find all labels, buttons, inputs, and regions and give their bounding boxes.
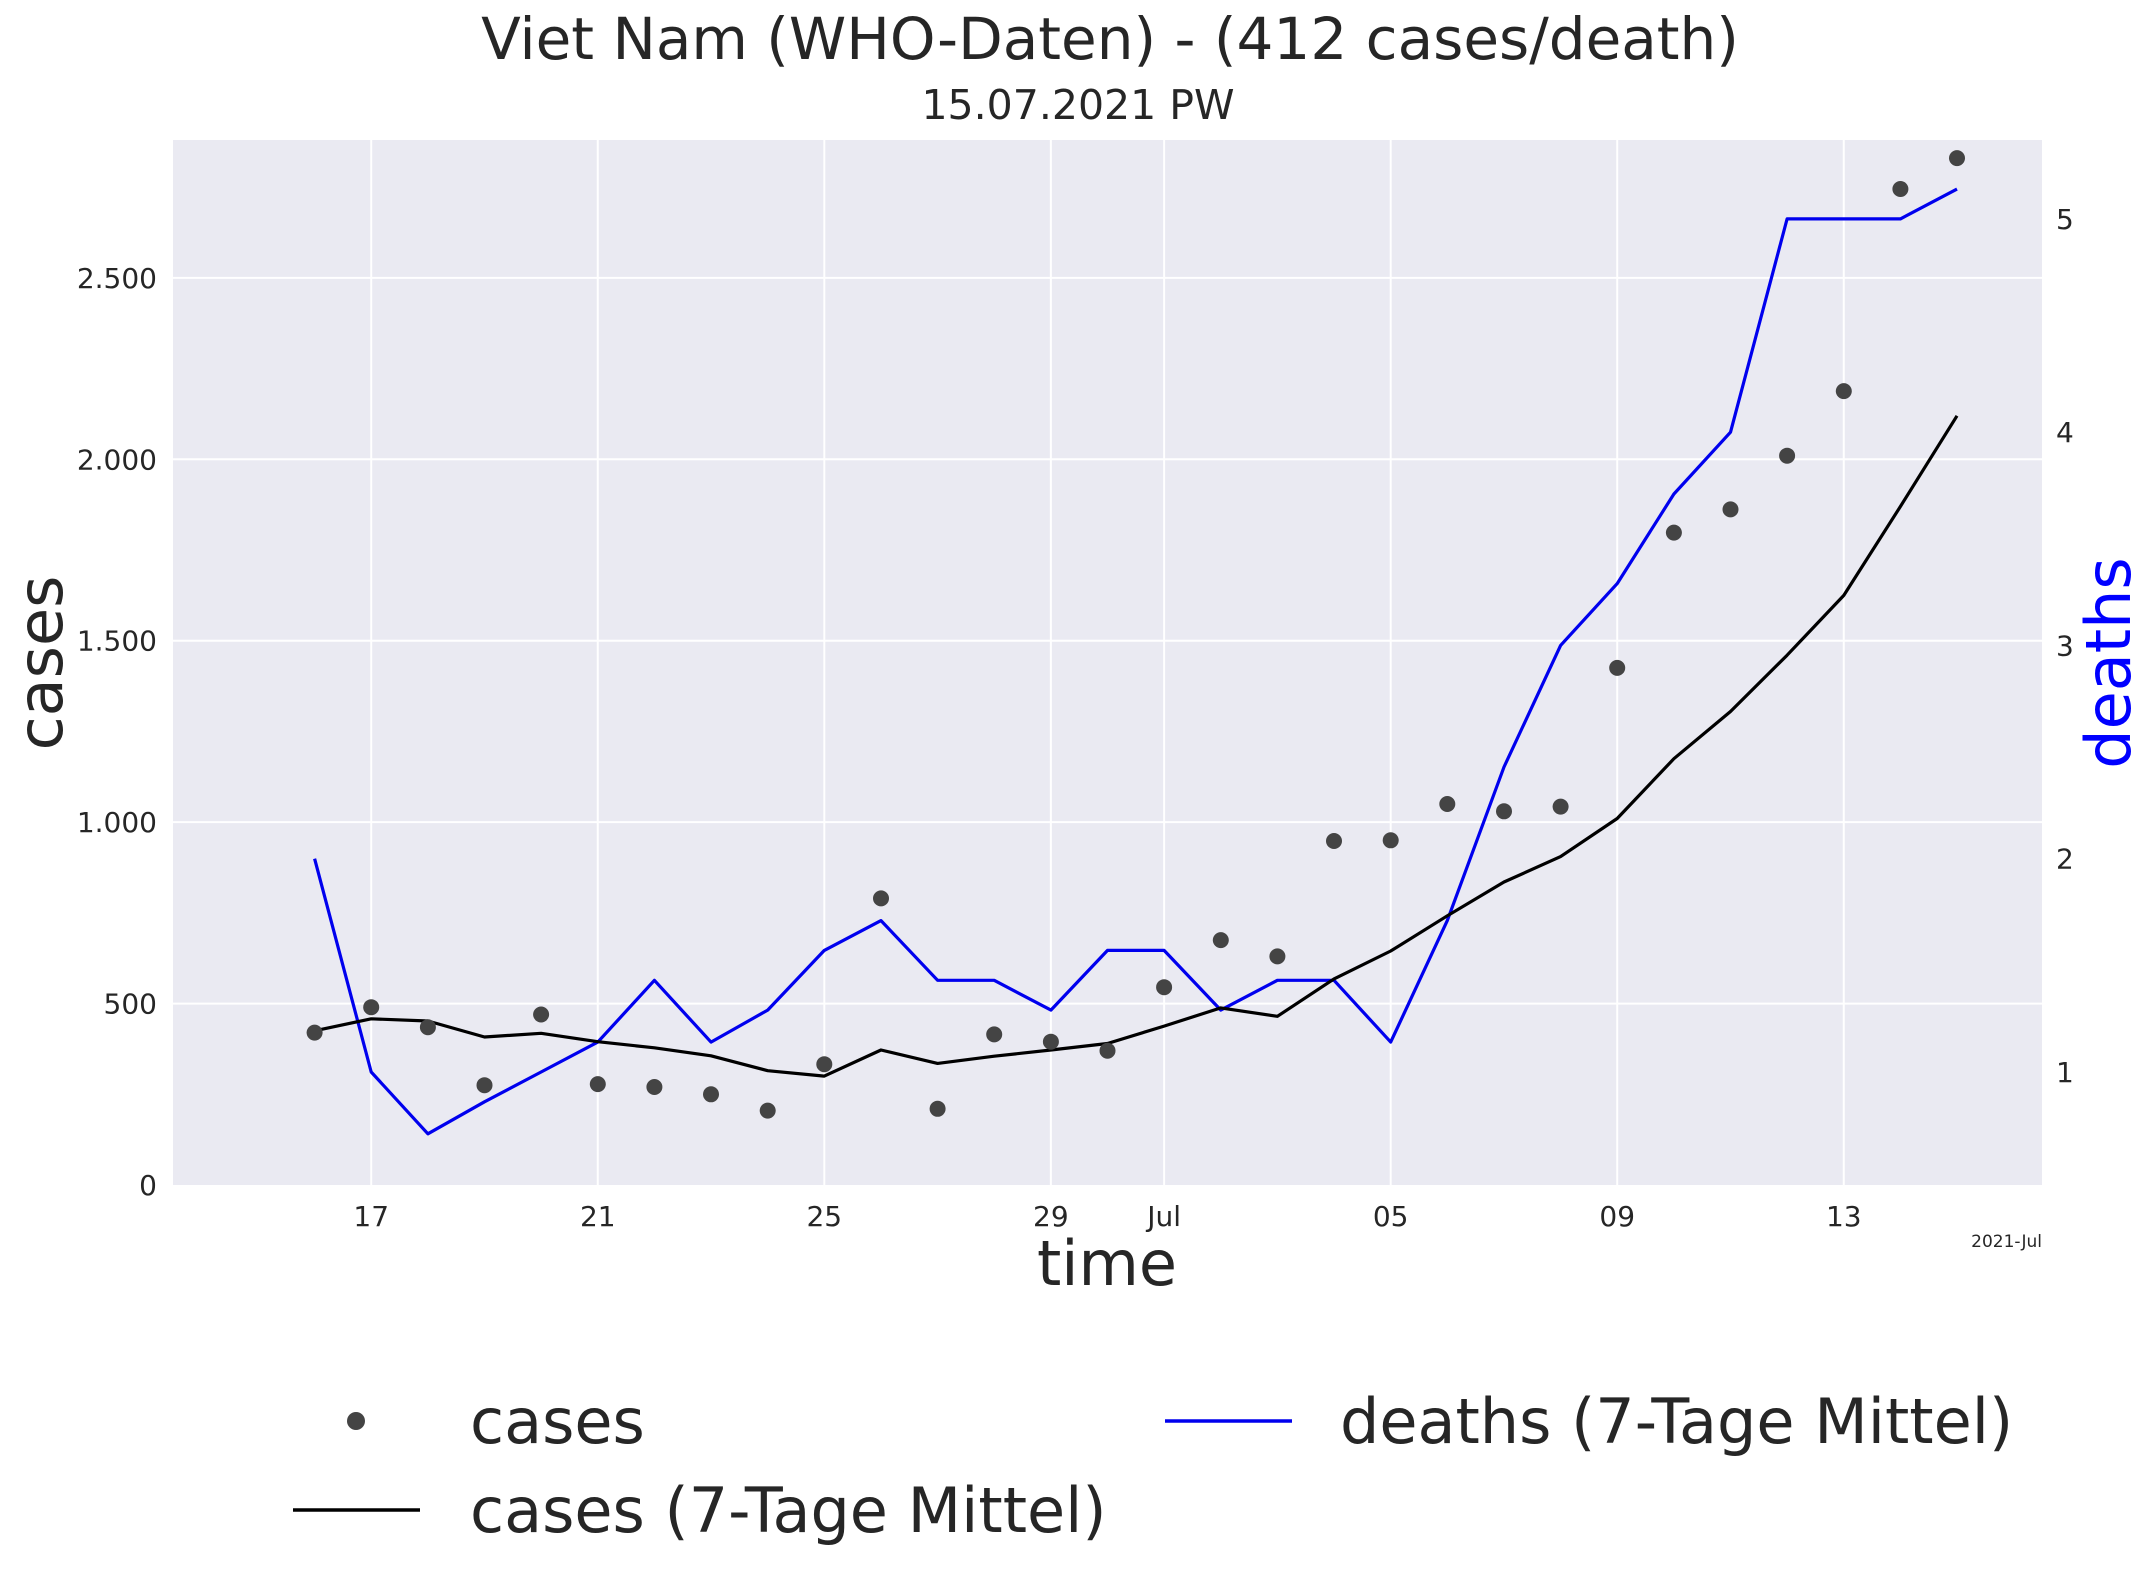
cases-point	[533, 1006, 550, 1023]
chart-title: Viet Nam (WHO-Daten) - (412 cases/death)	[481, 5, 1739, 73]
cases-point	[1212, 932, 1229, 949]
y-tick-label: 500	[104, 988, 157, 1021]
cases-point	[816, 1056, 833, 1073]
cases-point	[1665, 524, 1682, 541]
y-tick-label: 0	[139, 1169, 157, 1202]
cases-series	[306, 150, 1965, 1119]
x-tick-label: Jul	[1145, 1200, 1181, 1233]
y-tick-label: 2.500	[77, 262, 157, 295]
x-tick-label: 09	[1599, 1200, 1635, 1233]
legend-deaths-label: deaths (7-Tage Mittel)	[1340, 1385, 2013, 1458]
cases-point	[1779, 447, 1796, 464]
cases-point	[1835, 383, 1852, 400]
chart-subtitle: 15.07.2021 PW	[921, 81, 1234, 129]
y2-tick-label: 1	[2056, 1056, 2074, 1089]
x-tick-label: 21	[580, 1200, 616, 1233]
cases-point	[1892, 181, 1909, 197]
x-tick-label: 13	[1826, 1200, 1862, 1233]
cases-point	[419, 1019, 436, 1036]
y2-tick-label: 5	[2056, 203, 2074, 236]
y2-tick-label: 4	[2056, 416, 2074, 449]
cases-point	[1552, 798, 1569, 815]
cases-point	[646, 1079, 663, 1095]
x-tick-label: 05	[1373, 1200, 1409, 1233]
legend: cases cases (7-Tage Mittel) deaths (7-Ta…	[293, 1385, 2013, 1547]
y2-axis-title: deaths	[2072, 557, 2145, 768]
cases-point	[986, 1026, 1003, 1043]
y-tick-label: 2.000	[77, 443, 157, 476]
cases-avg-series	[314, 414, 1959, 1078]
y2-tick-label: 3	[2056, 629, 2074, 662]
x-axis-title: time	[1037, 1227, 1177, 1300]
cases-point	[1382, 832, 1399, 849]
cases-point	[1496, 803, 1512, 820]
x-offset-label: 2021-Jul	[1971, 1232, 2042, 1252]
cases-point	[306, 1024, 323, 1041]
cases-point	[1326, 833, 1342, 849]
cases-point	[1269, 948, 1286, 965]
x-tick-label: 17	[353, 1200, 389, 1233]
cases-avg-line	[314, 414, 1959, 1078]
cases-point	[363, 999, 380, 1016]
cases-point	[1722, 501, 1739, 518]
legend-cases-avg-label: cases (7-Tage Mittel)	[470, 1474, 1107, 1547]
cases-point	[703, 1086, 719, 1103]
legend-cases-label: cases	[470, 1385, 645, 1458]
cases-point	[1099, 1042, 1116, 1059]
cases-point	[1439, 796, 1456, 812]
y-tick-label: 1.000	[77, 806, 157, 839]
deaths-line	[313, 187, 1958, 1136]
cases-point	[759, 1102, 776, 1119]
y-axis-title: cases	[4, 576, 77, 751]
cases-point	[1609, 659, 1626, 676]
deaths-series	[313, 187, 1958, 1136]
grid	[173, 140, 2042, 1185]
cases-point	[1156, 979, 1173, 996]
cases-point	[929, 1100, 946, 1117]
x-tick-label: 29	[1033, 1200, 1069, 1233]
x-tick-label: 25	[806, 1200, 842, 1233]
cases-point	[1042, 1033, 1059, 1050]
cases-point	[476, 1077, 493, 1094]
legend-cases-marker	[347, 1412, 365, 1430]
y-tick-label: 1.500	[77, 625, 157, 658]
cases-point	[873, 890, 889, 907]
y2-tick-label: 2	[2056, 843, 2074, 876]
cases-point	[589, 1076, 606, 1093]
tick-labels: 17 21 25 29 Jul 05 09 1305001.0001.5002.0002.50…	[77, 203, 2074, 1233]
cases-point	[1949, 150, 1965, 167]
plot-area	[173, 140, 2042, 1185]
